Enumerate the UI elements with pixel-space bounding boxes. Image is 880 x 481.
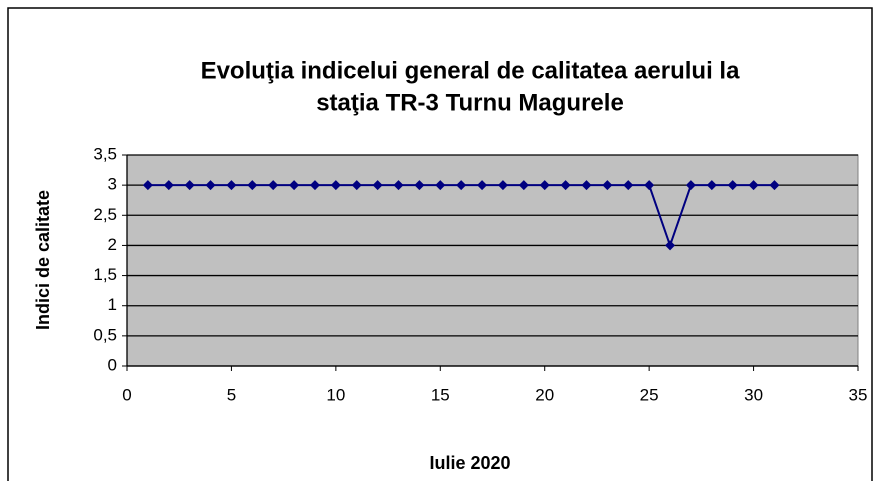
x-tick-label: 5: [227, 385, 236, 404]
y-tick-label: 2: [108, 235, 117, 254]
data-marker: [560, 180, 571, 191]
data-marker: [142, 180, 153, 191]
data-marker: [163, 180, 174, 191]
data-marker: [706, 180, 717, 191]
data-marker: [289, 180, 300, 191]
x-tick-label: 35: [849, 385, 868, 404]
y-tick-label: 1: [108, 295, 117, 314]
data-marker: [623, 180, 634, 191]
data-marker: [665, 240, 676, 251]
data-marker: [727, 180, 738, 191]
x-tick-label: 0: [122, 385, 131, 404]
y-axis-title: Indici de calitate: [33, 190, 53, 330]
y-tick-label: 1,5: [93, 265, 117, 284]
data-marker: [685, 180, 696, 191]
data-marker: [497, 180, 508, 191]
x-tick-label: 10: [326, 385, 345, 404]
data-marker: [414, 180, 425, 191]
plot-area: [126, 154, 859, 367]
x-tick-label: 15: [431, 385, 450, 404]
data-marker: [456, 180, 467, 191]
y-tick-label: 3,5: [93, 144, 117, 163]
y-tick-label: 2,5: [93, 205, 117, 224]
data-marker: [226, 180, 237, 191]
data-marker: [309, 180, 320, 191]
data-marker: [602, 180, 613, 191]
data-marker: [184, 180, 195, 191]
data-marker: [518, 180, 529, 191]
data-marker: [247, 180, 258, 191]
chart-title: Evoluţia indicelui general de calitatea …: [201, 57, 741, 84]
y-tick-label: 3: [108, 175, 117, 194]
y-tick-label: 0,5: [93, 325, 117, 344]
data-marker: [435, 180, 446, 191]
data-marker: [393, 180, 404, 191]
data-marker: [351, 180, 362, 191]
data-marker: [330, 180, 341, 191]
data-marker: [268, 180, 279, 191]
data-marker: [477, 180, 488, 191]
x-tick-label: 20: [535, 385, 554, 404]
y-tick-label: 0: [108, 355, 117, 374]
x-axis-title: Iulie 2020: [429, 453, 510, 473]
data-marker: [205, 180, 216, 191]
data-marker: [644, 180, 655, 191]
chart-title: staţia TR-3 Turnu Magurele: [316, 89, 624, 116]
x-tick-label: 25: [640, 385, 659, 404]
data-marker: [748, 180, 759, 191]
x-tick-label: 30: [744, 385, 763, 404]
data-marker: [581, 180, 592, 191]
data-marker: [539, 180, 550, 191]
data-marker: [372, 180, 383, 191]
data-marker: [769, 180, 780, 191]
